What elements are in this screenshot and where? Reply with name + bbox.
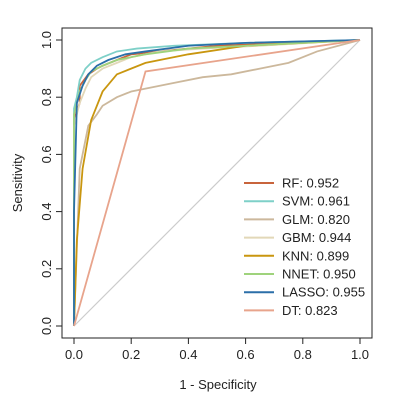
roc-curve-knn (73, 39, 361, 327)
legend-label: SVM: 0.961 (282, 194, 350, 209)
roc-curve-dt (73, 39, 361, 327)
x-tick-label: 0.4 (179, 347, 197, 362)
x-tick-label: 0.2 (122, 347, 140, 362)
x-tick-label: 1.0 (351, 347, 369, 362)
legend-item: LASSO: 0.955 (244, 285, 365, 300)
x-tick-label: 0.0 (65, 347, 83, 362)
legend-label: DT: 0.823 (282, 303, 338, 318)
legend-label: KNN: 0.899 (282, 248, 349, 263)
y-tick-label: 0.6 (39, 145, 54, 163)
y-tick-label: 0.8 (39, 88, 54, 106)
y-tick-label: 0.2 (39, 260, 54, 278)
legend-item: DT: 0.823 (244, 303, 338, 318)
legend-label: GBM: 0.944 (282, 230, 351, 245)
legend-item: NNET: 0.950 (244, 267, 356, 282)
legend-label: RF: 0.952 (282, 176, 339, 191)
x-axis: 0.0 0.2 0.4 0.6 0.8 1.0 (65, 337, 369, 362)
legend: RF: 0.952 SVM: 0.961 GLM: 0.820 GBM: 0.944 K… (244, 176, 365, 318)
y-axis: 0.0 0.2 0.4 0.6 0.8 1.0 (39, 31, 63, 335)
legend-label: GLM: 0.820 (282, 212, 350, 227)
reference-diagonal (73, 39, 361, 327)
roc-curve-lasso (73, 39, 361, 326)
y-axis-title: Sensitivity (10, 153, 25, 212)
y-tick-label: 0.0 (39, 317, 54, 335)
legend-label: NNET: 0.950 (282, 267, 356, 282)
y-tick-label: 1.0 (39, 31, 54, 49)
y-tick-label: 0.4 (39, 203, 54, 221)
legend-item: KNN: 0.899 (244, 248, 349, 263)
x-tick-label: 0.6 (237, 347, 255, 362)
plot-area (73, 39, 361, 327)
legend-label: LASSO: 0.955 (282, 285, 365, 300)
x-tick-label: 0.8 (294, 347, 312, 362)
legend-item: GLM: 0.820 (244, 212, 350, 227)
x-axis-title: 1 - Specificity (179, 377, 257, 392)
legend-item: SVM: 0.961 (244, 194, 350, 209)
legend-item: RF: 0.952 (244, 176, 339, 191)
legend-item: GBM: 0.944 (244, 230, 351, 245)
